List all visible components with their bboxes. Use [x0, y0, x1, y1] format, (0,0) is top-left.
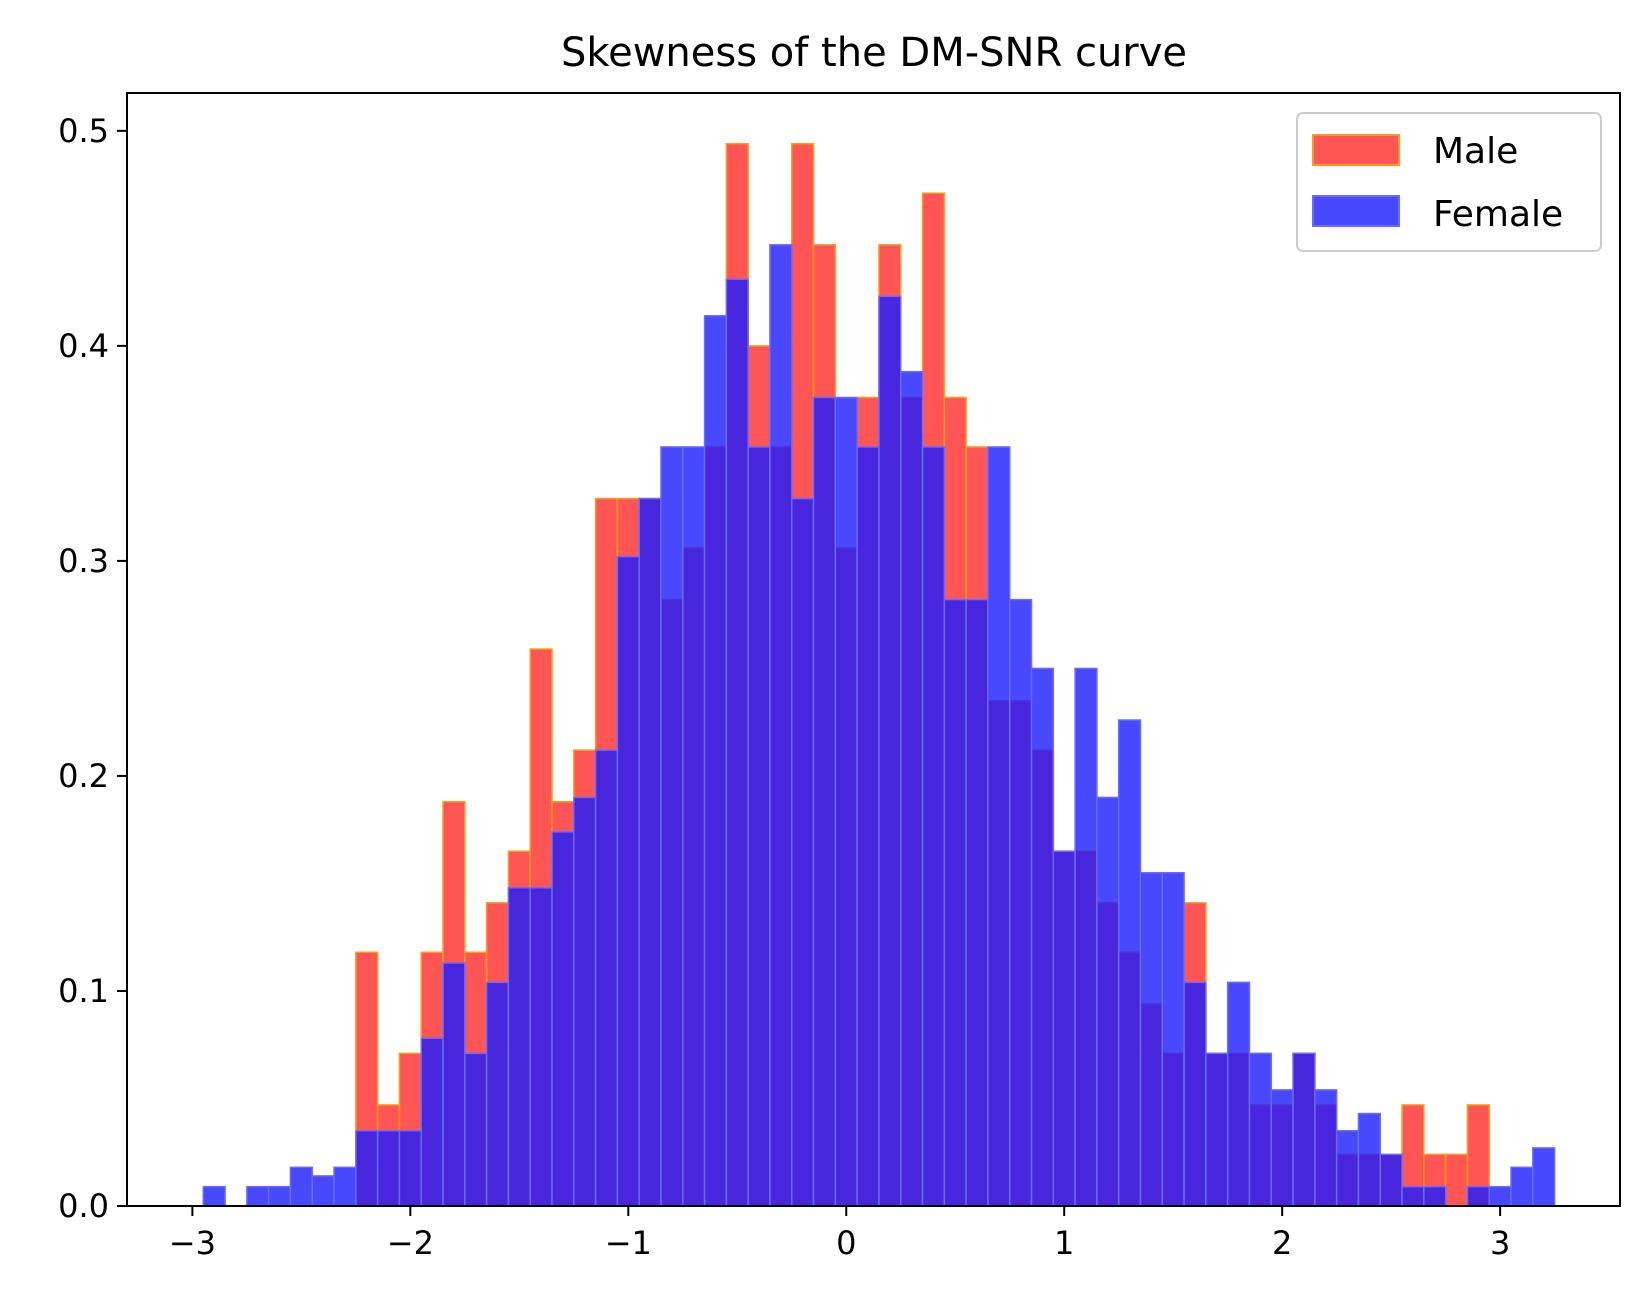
bar-female	[1030, 667, 1055, 1207]
bar-female	[1379, 1153, 1403, 1207]
bar-female	[551, 831, 575, 1207]
series-female	[202, 244, 1556, 1207]
bar-female	[899, 370, 924, 1207]
bar-female	[398, 1129, 423, 1207]
legend-label-male: Male	[1433, 131, 1518, 172]
x-tick-label: 0	[836, 1224, 856, 1262]
bar-female	[1074, 667, 1098, 1207]
bar-female	[987, 446, 1011, 1207]
bar-female	[420, 1037, 444, 1207]
bar-female	[507, 887, 531, 1207]
y-tick-label: 0.2	[58, 757, 109, 795]
bar-female	[921, 446, 946, 1207]
bar-female	[1226, 981, 1251, 1207]
bar-female	[878, 295, 902, 1207]
bar-female	[1532, 1147, 1556, 1207]
bar-female	[1466, 1185, 1490, 1207]
bar-female	[376, 1129, 401, 1207]
bar-female	[1357, 1112, 1381, 1207]
bar-female	[573, 796, 597, 1207]
bar-female	[791, 497, 815, 1207]
plot-frame	[126, 92, 1621, 1207]
bar-female	[1423, 1185, 1447, 1207]
x-tick-label: −1	[605, 1224, 652, 1262]
bar-female	[289, 1166, 314, 1207]
bar-female	[965, 598, 989, 1207]
y-tick-label: 0.3	[58, 542, 109, 580]
bar-female	[1008, 598, 1033, 1207]
x-axis: −3 −2 −1 0 1 2 3	[169, 1206, 1510, 1262]
bar-female	[1117, 719, 1142, 1207]
bar-female	[943, 598, 967, 1207]
legend: Male Female	[1296, 112, 1602, 252]
bar-female	[1248, 1052, 1273, 1207]
legend-swatch-male	[1312, 134, 1400, 166]
bar-male	[1444, 1153, 1469, 1207]
bar-female	[529, 887, 553, 1207]
y-axis: 0.0 0.1 0.2 0.3 0.4 0.5	[58, 112, 127, 1225]
bar-female	[1161, 871, 1185, 1207]
bar-female	[442, 962, 466, 1207]
bar-female	[594, 749, 619, 1207]
bar-female	[311, 1175, 335, 1207]
x-tick-label: 3	[1490, 1224, 1510, 1262]
y-tick-label: 0.1	[58, 972, 109, 1010]
bar-female	[1335, 1129, 1360, 1207]
x-tick-label: −3	[169, 1224, 216, 1262]
bar-female	[267, 1185, 292, 1207]
y-tick-label: 0.4	[58, 327, 109, 365]
bar-female	[1314, 1089, 1338, 1207]
bar-female	[1139, 871, 1164, 1207]
bar-female	[703, 315, 728, 1207]
bar-female	[464, 1052, 488, 1207]
bar-female	[246, 1185, 270, 1207]
bar-female	[355, 1129, 379, 1207]
chart-title: Skewness of the DM-SNR curve	[561, 30, 1187, 76]
bar-female	[1183, 981, 1207, 1207]
bar-female	[1052, 850, 1076, 1207]
bar-female	[834, 396, 858, 1207]
bar-female	[638, 497, 662, 1207]
bar-female	[1205, 1052, 1229, 1207]
bar-female	[856, 446, 880, 1207]
bar-female	[1488, 1185, 1512, 1207]
bar-female	[485, 981, 510, 1207]
legend-swatch-female	[1312, 195, 1400, 227]
bar-female	[333, 1166, 357, 1207]
bar-female	[747, 446, 771, 1207]
y-tick-label: 0.5	[58, 112, 109, 150]
legend-label-female: Female	[1433, 194, 1563, 235]
x-tick-label: 2	[1272, 1224, 1292, 1262]
bar-female	[812, 396, 837, 1207]
bar-female	[660, 446, 684, 1207]
bar-female	[1292, 1052, 1316, 1207]
y-tick-label: 0.0	[58, 1187, 109, 1225]
bar-female	[725, 278, 749, 1207]
bar-female	[1510, 1166, 1534, 1207]
bar-female	[202, 1185, 226, 1207]
x-tick-label: −2	[387, 1224, 434, 1262]
bar-female	[1401, 1185, 1425, 1207]
bar-female	[682, 446, 706, 1207]
bar-female	[769, 244, 793, 1207]
bar-female	[1270, 1089, 1294, 1207]
x-tick-label: 1	[1054, 1224, 1074, 1262]
bar-female	[616, 555, 640, 1207]
bar-female	[1096, 796, 1120, 1207]
